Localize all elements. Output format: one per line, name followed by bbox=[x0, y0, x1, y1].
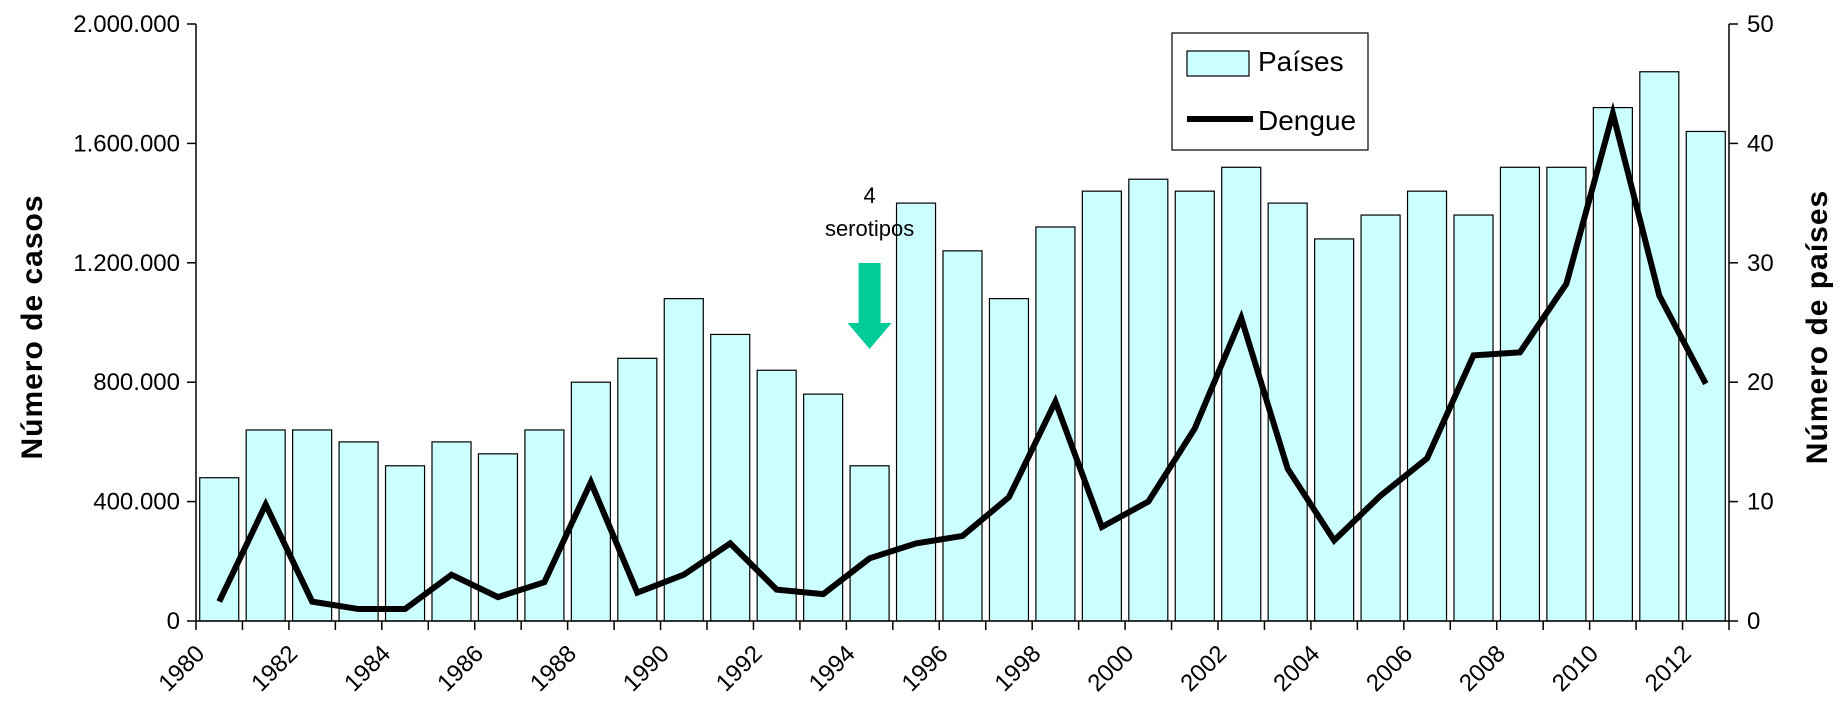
axes-layer bbox=[187, 23, 1738, 630]
annotation-line-1: 4 bbox=[863, 183, 875, 208]
y-left-tick-label: 800.000 bbox=[93, 369, 180, 396]
bar-1983 bbox=[338, 441, 379, 622]
annotation-line-2: serotipos bbox=[825, 216, 914, 241]
y-left-tick-label: 2.000.000 bbox=[73, 11, 180, 38]
bar-1985 bbox=[431, 441, 472, 622]
bar-2001 bbox=[1174, 190, 1215, 622]
x-tick-label-2012: 2012 bbox=[1640, 640, 1697, 697]
y-axis-right-title: Número de países bbox=[1801, 190, 1834, 464]
bar-1991 bbox=[710, 333, 751, 622]
bar-2000 bbox=[1128, 178, 1169, 622]
bar-2003 bbox=[1267, 202, 1308, 622]
y-left-tick-label: 1.200.000 bbox=[73, 250, 180, 277]
y-left-tick-label: 400.000 bbox=[93, 489, 180, 516]
x-tick-label-1998: 1998 bbox=[990, 640, 1047, 697]
annotation-serotipos: 4 serotipos bbox=[825, 183, 914, 349]
line-layer bbox=[216, 101, 1709, 613]
bar-2012 bbox=[1685, 130, 1726, 622]
bar-1982 bbox=[292, 429, 333, 622]
bar-2011 bbox=[1639, 71, 1680, 622]
down-arrow-icon bbox=[847, 263, 892, 349]
bar-1981 bbox=[245, 429, 286, 622]
y-right-tick-label: 40 bbox=[1747, 130, 1774, 157]
x-tick-label-1982: 1982 bbox=[246, 640, 303, 697]
bar-1992 bbox=[756, 369, 797, 622]
y-right-tick-label: 10 bbox=[1747, 489, 1774, 516]
bar-1989 bbox=[617, 357, 658, 622]
bar-2002 bbox=[1221, 166, 1262, 622]
x-tick-label-2004: 2004 bbox=[1268, 640, 1325, 697]
x-tick-label-2002: 2002 bbox=[1175, 640, 1232, 697]
bar-2005 bbox=[1360, 214, 1401, 622]
bar-1995 bbox=[895, 202, 937, 622]
x-tick-label-1992: 1992 bbox=[711, 640, 768, 697]
bar-1999 bbox=[1081, 190, 1122, 622]
y-right-tick-label: 20 bbox=[1747, 369, 1774, 396]
x-tick-label-1984: 1984 bbox=[339, 640, 396, 697]
x-tick-label-2008: 2008 bbox=[1454, 640, 1511, 697]
y-left-tick-label: 0 bbox=[167, 608, 180, 635]
bars-layer bbox=[199, 71, 1726, 622]
y-right-tick-label: 30 bbox=[1747, 250, 1774, 277]
y-right-tick-label: 0 bbox=[1747, 608, 1760, 635]
x-tick-label-1996: 1996 bbox=[897, 640, 954, 697]
dengue-line bbox=[216, 101, 1709, 613]
x-tick-label-2010: 2010 bbox=[1547, 640, 1604, 697]
y-left-tick-label: 1.600.000 bbox=[73, 130, 180, 157]
bar-2008 bbox=[1499, 166, 1541, 622]
bar-2004 bbox=[1314, 238, 1355, 622]
bar-2006 bbox=[1406, 190, 1448, 622]
legend-label-dengue: Dengue bbox=[1258, 105, 1356, 136]
legend-bar-swatch bbox=[1186, 50, 1250, 77]
legend-label-paises: Países bbox=[1258, 46, 1344, 77]
bar-2007 bbox=[1453, 214, 1494, 622]
bar-1996 bbox=[942, 250, 983, 622]
bar-1994 bbox=[849, 465, 890, 622]
bar-2010 bbox=[1592, 106, 1633, 622]
bar-1997 bbox=[988, 298, 1030, 622]
bar-1987 bbox=[524, 429, 565, 622]
x-tick-label-1994: 1994 bbox=[804, 640, 861, 697]
x-tick-label-2000: 2000 bbox=[1082, 640, 1139, 697]
y-right-tick-label: 50 bbox=[1747, 11, 1774, 38]
y-axis-left-title: Número de casos bbox=[16, 194, 49, 459]
x-tick-label-2006: 2006 bbox=[1361, 640, 1418, 697]
x-tick-label-1990: 1990 bbox=[618, 640, 675, 697]
bar-1988 bbox=[570, 381, 611, 622]
x-tick-label-1988: 1988 bbox=[525, 640, 582, 697]
legend: Países Dengue bbox=[1171, 32, 1369, 151]
x-tick-label-1986: 1986 bbox=[432, 640, 489, 697]
x-tick-label-1980: 1980 bbox=[153, 640, 210, 697]
